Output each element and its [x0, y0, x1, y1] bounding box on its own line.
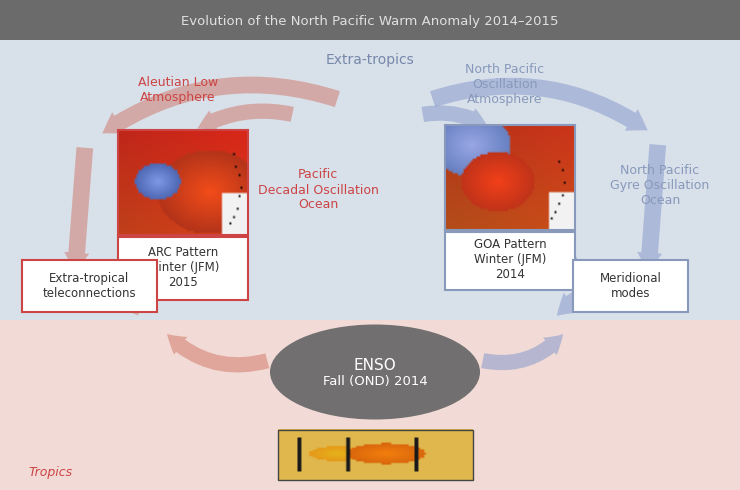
Text: Tropics: Tropics — [28, 466, 72, 479]
Bar — [278, 430, 473, 480]
FancyArrowPatch shape — [564, 253, 593, 299]
FancyArrowPatch shape — [167, 334, 269, 372]
Bar — [118, 237, 248, 300]
FancyArrowPatch shape — [102, 76, 340, 134]
Ellipse shape — [270, 324, 480, 419]
FancyArrowPatch shape — [430, 78, 648, 131]
Text: Aleutian Low
Atmosphere: Aleutian Low Atmosphere — [138, 76, 218, 104]
Text: Extra-tropical
teleconnections: Extra-tropical teleconnections — [43, 272, 136, 300]
FancyArrowPatch shape — [198, 103, 294, 131]
Text: ENSO: ENSO — [354, 358, 397, 372]
Bar — [573, 260, 688, 312]
Bar — [22, 260, 157, 312]
Bar — [0, 40, 740, 320]
FancyArrowPatch shape — [481, 334, 563, 370]
Text: Evolution of the North Pacific Warm Anomaly 2014–2015: Evolution of the North Pacific Warm Anom… — [181, 16, 559, 28]
Text: Meridional
modes: Meridional modes — [599, 272, 662, 300]
Bar — [445, 125, 575, 230]
FancyArrowPatch shape — [64, 147, 93, 272]
Text: GOA Pattern
Winter (JFM)
2014: GOA Pattern Winter (JFM) 2014 — [474, 239, 546, 281]
Text: North Pacific
Oscillation
Atmosphere: North Pacific Oscillation Atmosphere — [465, 64, 545, 106]
Text: Pacific
Decadal Oscillation
Ocean: Pacific Decadal Oscillation Ocean — [258, 169, 378, 212]
FancyArrowPatch shape — [142, 252, 164, 294]
Bar — [118, 130, 248, 235]
Bar — [0, 320, 740, 490]
Text: North Pacific
Gyre Oscillation
Ocean: North Pacific Gyre Oscillation Ocean — [610, 164, 710, 206]
Text: ARC Pattern
Winter (JFM)
2015: ARC Pattern Winter (JFM) 2015 — [147, 246, 219, 290]
FancyArrowPatch shape — [81, 276, 138, 316]
FancyArrowPatch shape — [637, 144, 666, 272]
Text: Fall (OND) 2014: Fall (OND) 2014 — [323, 375, 428, 389]
Text: Extra-tropics: Extra-tropics — [326, 53, 414, 67]
Bar — [445, 232, 575, 290]
FancyArrowPatch shape — [557, 279, 641, 316]
FancyArrowPatch shape — [421, 105, 488, 129]
